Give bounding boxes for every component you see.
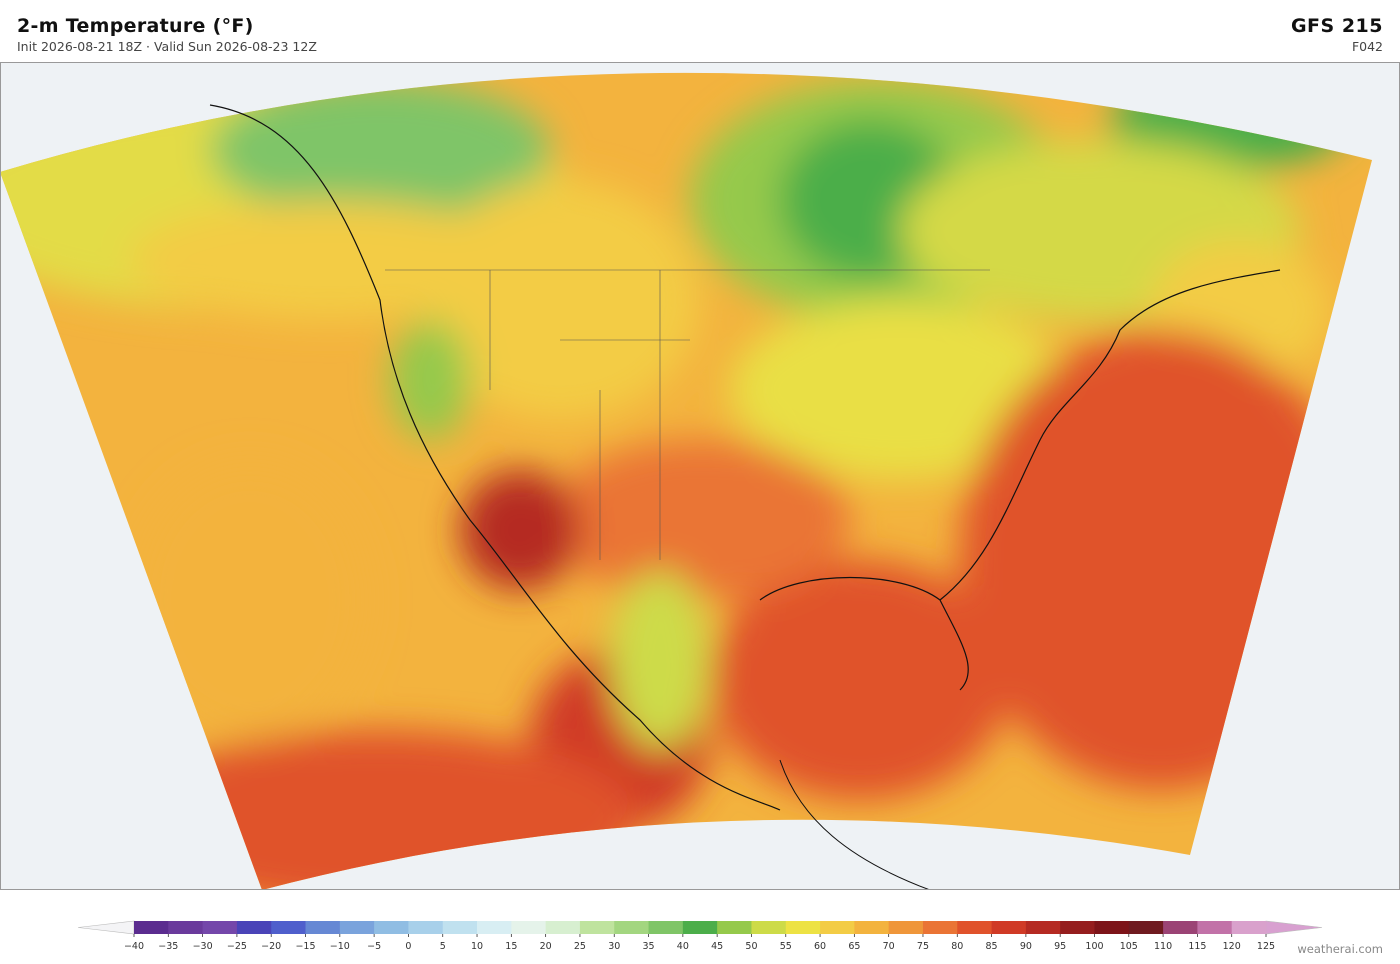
coastline <box>209 104 1281 811</box>
colorbar-segment <box>271 921 306 934</box>
colorbar: −40 −35 −30 −25 −20 −15 −10 −5 0 5 10 15 20 25 30 35 40 4… <box>77 920 1323 952</box>
colorbar-tick-label: 85 <box>986 941 998 952</box>
colorbar-tick-label: 60 <box>814 941 826 952</box>
colorbar-segment <box>854 921 890 934</box>
colorbar-tick-label: 15 <box>505 941 517 952</box>
colorbar-tick-label: −40 <box>124 941 144 952</box>
colorbar-segment <box>442 921 478 934</box>
colorbar-under <box>77 920 135 935</box>
colorbar-tick-label: 55 <box>780 941 792 952</box>
colorbar-tick-label: 100 <box>1085 941 1103 952</box>
colorbar-segment <box>236 921 272 934</box>
colorbar-segment <box>682 921 718 934</box>
colorbar-segment <box>648 921 684 934</box>
colorbar-segment <box>751 921 787 934</box>
colorbar-segment <box>1128 921 1164 934</box>
colorbar-segment <box>305 921 341 934</box>
colorbar-segment <box>477 921 512 934</box>
colorbar-tick-label: −35 <box>158 941 178 952</box>
forecast-hour: F042 <box>1351 39 1383 54</box>
colorbar-tick-label: 65 <box>848 941 860 952</box>
colorbar-segment <box>339 921 375 934</box>
colorbar-segment <box>888 921 924 934</box>
colorbar-segment <box>1060 921 1095 934</box>
colorbar-tick-label: 5 <box>440 941 446 952</box>
colorbar-segment <box>922 921 958 934</box>
border-lines <box>385 269 990 560</box>
colorbar-segment <box>991 921 1027 934</box>
model-label: GFS 215 <box>1290 15 1383 37</box>
map-title: 2-m Temperature (°F) <box>17 15 254 37</box>
colorbar-segment <box>1163 921 1198 934</box>
colorbar-segment <box>545 921 581 934</box>
colorbar-segment <box>785 921 821 934</box>
colorbar-segment <box>202 921 238 934</box>
colorbar-segment <box>511 921 547 934</box>
colorbar-tick-label: −20 <box>261 941 281 952</box>
colorbar-tick-label: 20 <box>540 941 552 952</box>
colorbar-tick-label: −30 <box>193 941 213 952</box>
colorbar-segment <box>717 921 752 934</box>
colorbar-tick-label: 120 <box>1223 941 1241 952</box>
colorbar-segment <box>1231 921 1267 934</box>
colorbar-tick-label: 110 <box>1154 941 1172 952</box>
colorbar-tick-label: 125 <box>1257 941 1275 952</box>
colorbar-segment <box>374 921 409 934</box>
colorbar-tick-label: −25 <box>227 941 247 952</box>
colorbar-segment <box>134 921 169 934</box>
colorbar-tick-label: −10 <box>330 941 350 952</box>
colorbar-tick-label: 90 <box>1020 941 1032 952</box>
colorbar-tick-label: 30 <box>608 941 620 952</box>
colorbar-segment <box>1025 921 1061 934</box>
colorbar-tick-label: −5 <box>367 941 381 952</box>
colorbar-segment <box>579 921 615 934</box>
colorbar-segment <box>168 921 204 934</box>
colorbar-tick-label: 75 <box>917 941 929 952</box>
colorbar-tick-label: 80 <box>951 941 963 952</box>
credit: weatherai.com <box>1297 942 1383 956</box>
colorbar-tick-label: 115 <box>1188 941 1206 952</box>
colorbar-segment <box>1197 921 1233 934</box>
colorbar-tick-label: 45 <box>711 941 723 952</box>
colorbar-tick-label: 70 <box>883 941 895 952</box>
colorbar-tick-label: 105 <box>1120 941 1138 952</box>
colorbar-over <box>1265 920 1323 935</box>
colorbar-tick-label: 35 <box>642 941 654 952</box>
map-subtitle: Init 2026-08-21 18Z · Valid Sun 2026-08-… <box>17 39 317 54</box>
colorbar-tick-label: 95 <box>1054 941 1066 952</box>
colorbar-segment <box>614 921 649 934</box>
colorbar-tick-label: 10 <box>471 941 483 952</box>
colorbar-tick-label: 25 <box>574 941 586 952</box>
colorbar-segment <box>408 921 444 934</box>
colorbar-segment <box>1094 921 1130 934</box>
colorbar-tick-label: 50 <box>745 941 757 952</box>
colorbar-tick-label: −15 <box>295 941 315 952</box>
colorbar-segment <box>957 921 992 934</box>
central-america-coast <box>779 759 931 890</box>
colorbar-tick-label: 40 <box>677 941 689 952</box>
colorbar-segment <box>820 921 855 934</box>
colorbar-tick-label: 0 <box>405 941 411 952</box>
